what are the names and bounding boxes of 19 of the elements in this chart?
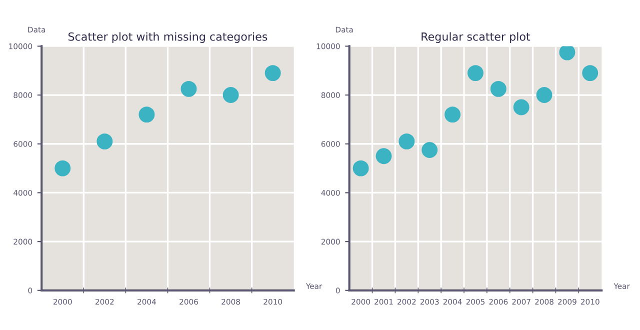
point — [138, 106, 155, 123]
point — [264, 65, 281, 82]
point — [352, 160, 369, 176]
point — [467, 65, 484, 82]
point — [180, 80, 197, 97]
point — [54, 160, 71, 176]
point — [376, 148, 392, 164]
chart-title: Scatter plot with missing categories — [68, 32, 268, 43]
point — [444, 106, 461, 123]
point — [536, 87, 552, 104]
point — [490, 80, 506, 97]
point — [422, 142, 438, 158]
point — [96, 133, 113, 150]
point — [582, 65, 598, 82]
point — [513, 99, 530, 116]
point — [222, 87, 239, 104]
chart-title: Regular scatter plot — [422, 32, 530, 43]
point — [398, 133, 415, 150]
point — [559, 46, 576, 60]
